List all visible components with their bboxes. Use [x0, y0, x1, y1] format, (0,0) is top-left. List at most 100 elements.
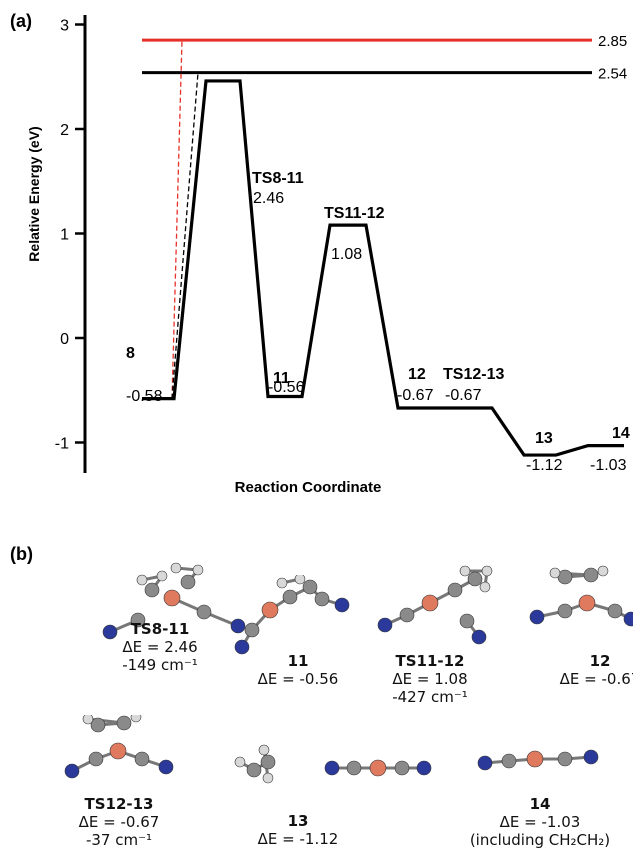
- structure-caption-13: 13 ΔE = -1.12: [208, 812, 388, 848]
- carbon-atom: [90, 717, 106, 733]
- structure-name: TS12-13: [84, 795, 154, 813]
- hydrogen-atom: [459, 565, 471, 577]
- carbon-atom: [196, 604, 212, 620]
- hydrogen-atom: [549, 567, 561, 579]
- hydrogen-atom: [262, 772, 274, 784]
- structure-name: 12: [589, 652, 611, 670]
- carbon-atom: [116, 715, 132, 731]
- carbon-atom: [557, 603, 573, 619]
- nitrogen-atom: [377, 617, 393, 633]
- nitrogen-atom: [158, 759, 174, 775]
- carbon-atom: [557, 751, 573, 767]
- structure-caption-14: 14 ΔE = -1.03 (including CH₂CH₂): [450, 795, 630, 849]
- carbon-atom: [180, 574, 196, 590]
- y-axis-label: Relative Energy (eV): [26, 126, 42, 261]
- nitrogen-atom: [324, 760, 340, 776]
- hydrogen-atom: [170, 562, 182, 574]
- hydrogen-atom: [597, 565, 609, 577]
- state-value-label: -1.03: [590, 457, 627, 474]
- copper-atom: [109, 742, 127, 760]
- carbon-atom: [501, 753, 517, 769]
- structure-name: TS8-11: [130, 620, 190, 638]
- nitrogen-atom: [64, 763, 80, 779]
- carbon-atom: [583, 567, 599, 583]
- hydrogen-atom: [82, 715, 94, 725]
- structure-detail: ΔE = 1.08: [392, 670, 468, 688]
- hydrogen-atom: [258, 744, 270, 756]
- copper-atom: [261, 601, 279, 619]
- structure-detail: -427 cm⁻¹: [392, 688, 468, 706]
- structure-detail: ΔE = -0.67: [78, 813, 160, 831]
- carbon-atom: [244, 622, 260, 638]
- structure-detail: -37 cm⁻¹: [85, 831, 153, 849]
- molecule-structure-TS12-13: [64, 715, 174, 779]
- state-name-label: TS8-11: [252, 170, 304, 187]
- energy-profile: [142, 79, 624, 457]
- nitrogen-atom: [471, 629, 487, 645]
- panel-b-label: (b): [10, 544, 33, 564]
- state-value-label: -0.67: [445, 387, 482, 404]
- energy-path: [142, 79, 624, 457]
- copper-atom: [163, 589, 181, 607]
- hydrogen-atom: [156, 570, 168, 582]
- state-name-label: 12: [408, 366, 426, 383]
- structure-detail: ΔE = -1.12: [257, 830, 339, 848]
- hydrogen-atom: [481, 565, 493, 577]
- structure-detail: -149 cm⁻¹: [122, 656, 198, 674]
- carbon-atom: [399, 607, 415, 623]
- hydrogen-atom: [276, 577, 288, 589]
- y-tick-label: 1: [60, 227, 69, 244]
- structure-detail: ΔE = -1.03: [499, 813, 581, 831]
- molecule-structure-14: [477, 749, 599, 771]
- state-name-label: TS12-13: [443, 366, 504, 383]
- structure-detail: ΔE = 2.46: [122, 638, 198, 656]
- carbon-atom: [246, 762, 262, 778]
- hydrogen-atom: [192, 564, 204, 576]
- nitrogen-atom: [477, 755, 493, 771]
- carbon-atom: [134, 751, 150, 767]
- carbon-atom: [447, 582, 463, 598]
- copper-atom: [578, 594, 596, 612]
- structure-caption-TS12-13: TS12-13 ΔE = -0.67 -37 cm⁻¹: [29, 795, 209, 849]
- carbon-atom: [144, 582, 160, 598]
- structure-caption-TS8-11: TS8-11 ΔE = 2.46 -149 cm⁻¹: [70, 620, 250, 674]
- molecule-structure-TS8-11: [102, 562, 246, 640]
- copper-atom: [421, 594, 439, 612]
- structure-caption-12: 12 ΔE = -0.67: [510, 652, 633, 688]
- carbon-atom: [314, 591, 330, 607]
- hydrogen-atom: [130, 715, 142, 723]
- y-tick-label: 0: [60, 331, 69, 348]
- carbon-atom: [467, 571, 483, 587]
- structure-detail: ΔE = -0.56: [257, 670, 339, 688]
- state-name-label: 11: [273, 370, 290, 387]
- hydrogen-atom: [294, 575, 306, 585]
- state-value-label: 2.46: [253, 190, 284, 207]
- panel-a-label: (a): [10, 11, 32, 31]
- structure-detail: (including CH₂CH₂): [469, 831, 611, 849]
- structure-caption-11: 11 ΔE = -0.56: [208, 652, 388, 688]
- state-name-label: 8: [126, 345, 135, 362]
- structure-name: 14: [529, 795, 551, 813]
- dashed-connector: [171, 40, 183, 399]
- hydrogen-atom: [479, 581, 491, 593]
- state-name-label: TS11-12: [324, 205, 385, 222]
- state-name-label: 14: [612, 425, 630, 442]
- nitrogen-atom: [234, 639, 250, 655]
- structure-detail: ΔE = -0.67: [559, 670, 633, 688]
- carbon-atom: [88, 751, 104, 767]
- nitrogen-atom: [583, 749, 599, 765]
- carbon-atom: [260, 754, 276, 770]
- reference-line-label: 2.54: [598, 66, 627, 83]
- carbon-atom: [394, 760, 410, 776]
- nitrogen-atom: [529, 609, 545, 625]
- state-value-label: -0.56: [268, 379, 305, 396]
- nitrogen-atom: [416, 760, 432, 776]
- y-tick-label: 2: [60, 122, 69, 139]
- hydrogen-atom: [234, 756, 246, 768]
- molecule-structure-TS11-12: [377, 565, 493, 645]
- structure-name: 11: [287, 652, 309, 670]
- state-name-label: 13: [535, 430, 553, 447]
- carbon-atom: [282, 589, 298, 605]
- copper-atom: [369, 759, 387, 777]
- axes: 3 2 1 0 -1: [55, 15, 87, 473]
